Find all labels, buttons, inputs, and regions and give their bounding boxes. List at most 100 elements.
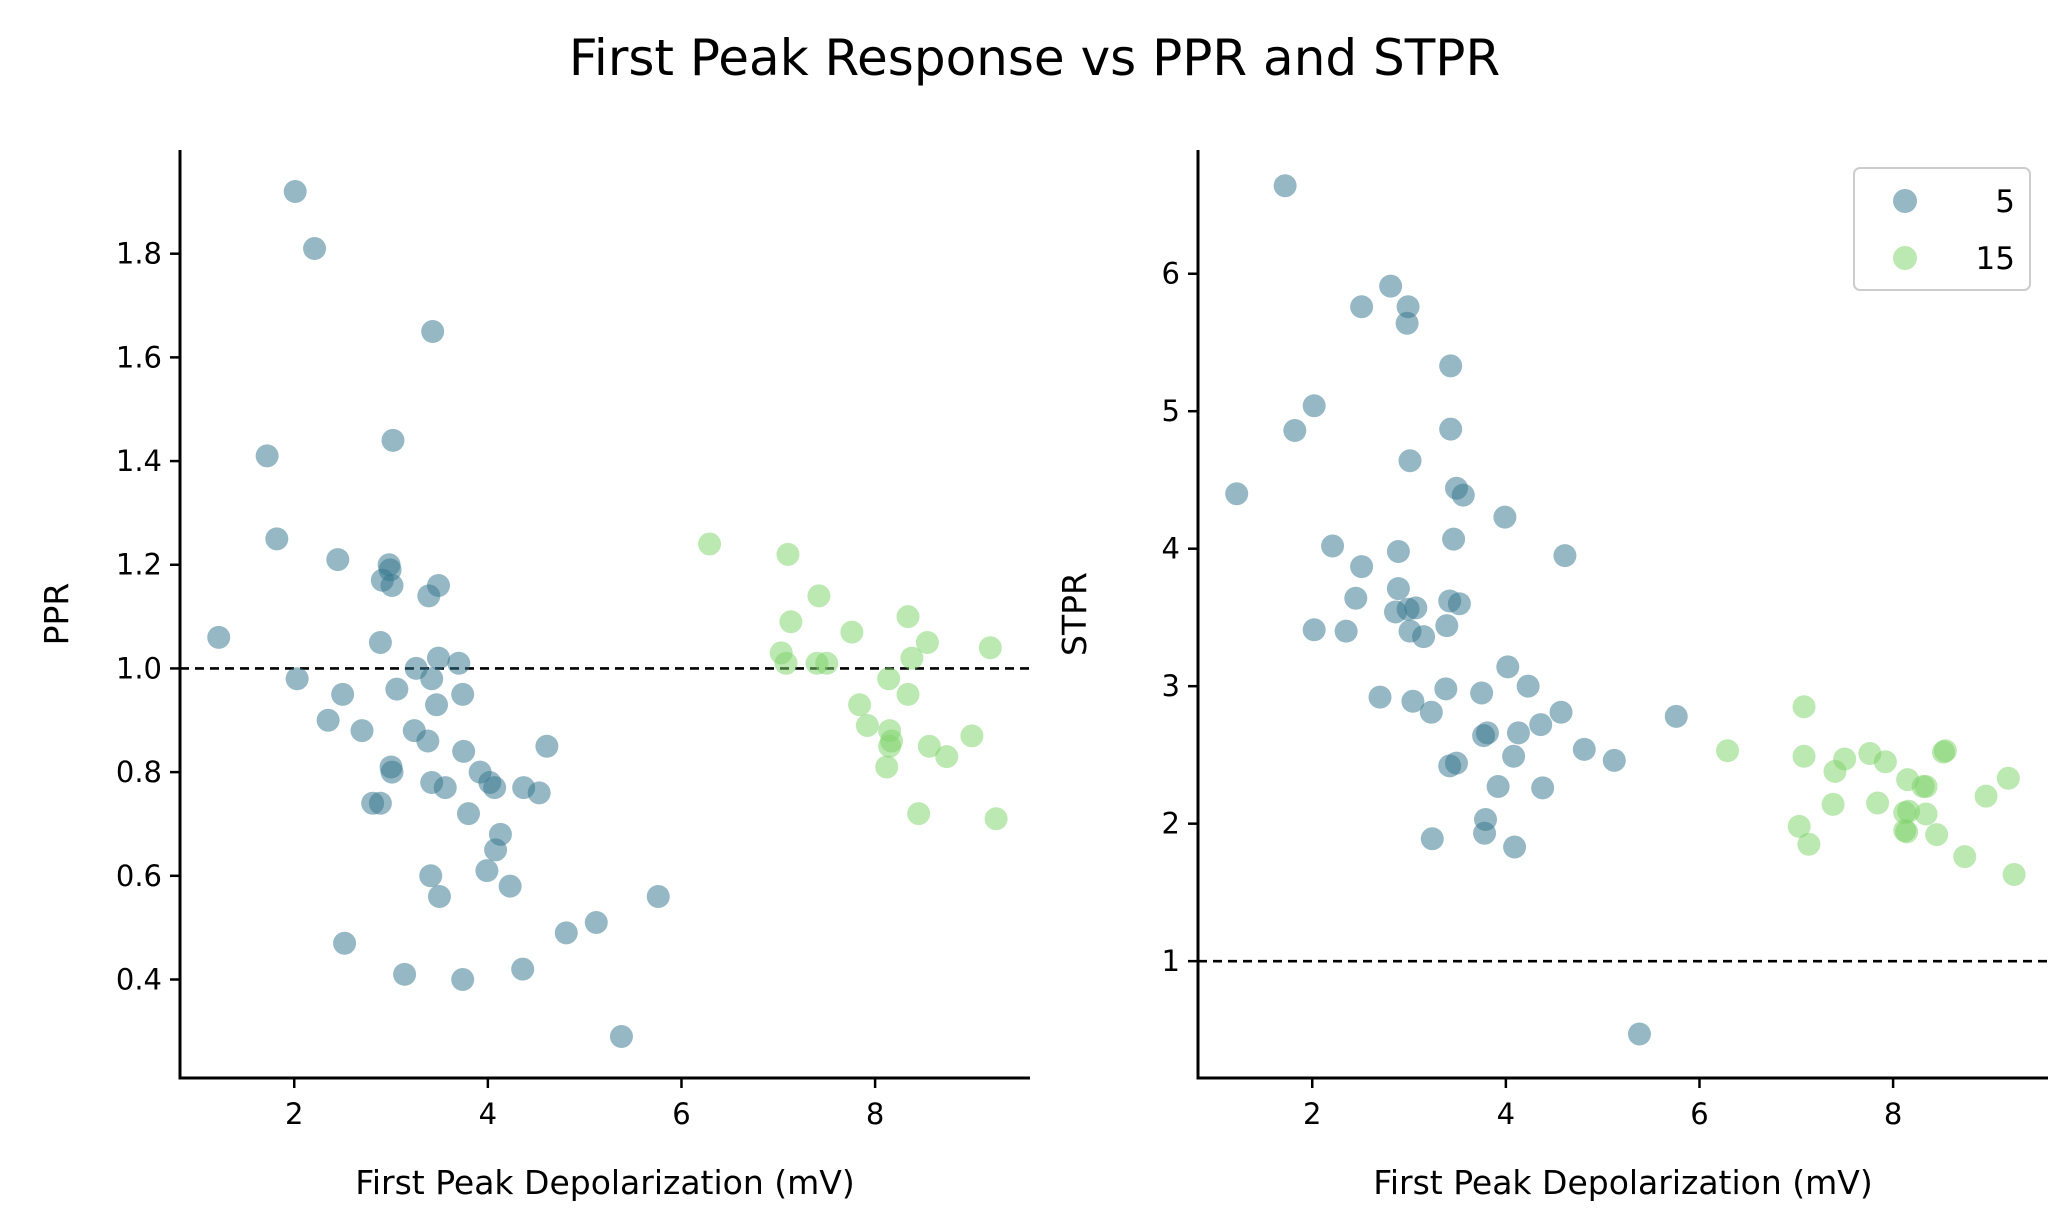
data-point	[1664, 704, 1688, 728]
data-point	[1435, 614, 1459, 638]
data-point	[609, 1025, 633, 1049]
data-point	[484, 838, 508, 862]
data-point	[917, 734, 941, 758]
data-point	[451, 967, 475, 991]
data-point	[1350, 555, 1374, 579]
data-point	[420, 667, 444, 691]
data-point	[316, 708, 340, 732]
data-point	[475, 859, 499, 883]
data-point	[779, 610, 803, 634]
data-point	[1821, 792, 1845, 816]
data-point	[1496, 655, 1520, 679]
data-point	[1572, 737, 1596, 761]
data-point	[1350, 295, 1374, 319]
data-point	[776, 542, 800, 566]
data-point	[2002, 863, 2026, 887]
data-point	[1419, 700, 1443, 724]
data-point	[907, 802, 931, 826]
data-point	[1502, 744, 1526, 768]
data-point	[361, 791, 385, 815]
data-point	[855, 713, 879, 737]
data-point	[1797, 832, 1821, 856]
data-point	[1283, 418, 1307, 442]
data-point	[1344, 586, 1368, 610]
data-point	[840, 620, 864, 644]
legend: 5 15	[1853, 167, 2031, 291]
data-point	[1442, 527, 1466, 551]
data-point	[1395, 311, 1419, 335]
data-point	[584, 910, 608, 934]
data-point	[1866, 791, 1890, 815]
x-tick-label: 4	[479, 1097, 497, 1131]
data-point	[285, 667, 309, 691]
legend-marker-5	[1893, 189, 1917, 213]
ppr-panel: 2 4 6 8 0.4 0.6 0.8 1.0 1.2 1.4 1.6 1.8 First Peak D…	[37, 150, 1030, 1202]
data-point	[1531, 776, 1555, 800]
data-point	[1225, 482, 1249, 506]
y-tick-label: 0.8	[116, 755, 162, 789]
data-point	[1931, 740, 1955, 764]
x-tick-label: 8	[1884, 1097, 1902, 1131]
data-point	[960, 724, 984, 748]
data-point	[350, 719, 374, 743]
series-5	[207, 179, 670, 1049]
data-point	[1953, 845, 1977, 869]
data-point	[333, 931, 357, 955]
data-point	[896, 605, 920, 629]
data-point	[451, 682, 475, 706]
data-point	[1893, 801, 1917, 825]
data-point	[255, 444, 279, 468]
data-point	[1925, 823, 1949, 847]
y-tick-label: 6	[1162, 257, 1180, 291]
data-point	[896, 682, 920, 706]
data-point	[877, 667, 901, 691]
x-axis-label: First Peak Depolarization (mV)	[1373, 1163, 1872, 1202]
data-point	[380, 573, 404, 597]
data-point	[900, 646, 924, 670]
y-tick-label: 1	[1162, 944, 1180, 978]
data-point	[878, 734, 902, 758]
data-point	[527, 781, 551, 805]
x-tick-label: 4	[1497, 1097, 1515, 1131]
data-point	[447, 651, 471, 675]
y-tick-label: 1.6	[116, 340, 162, 374]
data-point	[1823, 759, 1847, 783]
data-point	[425, 693, 449, 717]
data-point	[1553, 544, 1577, 568]
data-point	[303, 237, 327, 261]
legend-label-5: 5	[1995, 184, 2015, 220]
data-point	[984, 807, 1008, 831]
data-point	[815, 651, 839, 675]
data-point	[1434, 677, 1458, 701]
data-point	[1334, 619, 1358, 643]
figure-title: First Peak Response vs PPR and STPR	[568, 29, 1501, 87]
data-point	[1273, 174, 1297, 198]
data-point	[426, 646, 450, 670]
y-tick-label: 3	[1162, 669, 1180, 703]
data-point	[483, 776, 507, 800]
data-point	[511, 957, 535, 981]
data-point	[1472, 724, 1496, 748]
data-point	[1549, 700, 1573, 724]
y-tick-label: 1.0	[116, 651, 162, 685]
y-axis-label: STPR	[1055, 572, 1094, 656]
data-point	[421, 319, 445, 343]
data-point	[1302, 394, 1326, 418]
data-point	[1412, 625, 1436, 649]
data-point	[698, 532, 722, 556]
stpr-panel: 2 4 6 8 1 2 3 4 5 6 First Peak Depolarization (mV)…	[1055, 150, 2048, 1202]
data-point	[381, 428, 405, 452]
data-point	[978, 636, 1002, 660]
data-point	[1787, 814, 1811, 838]
data-point	[416, 729, 440, 753]
data-point	[380, 760, 404, 784]
series-5	[1225, 174, 1688, 1046]
data-point	[456, 802, 480, 826]
data-point	[1398, 449, 1422, 473]
data-point	[1895, 820, 1919, 844]
x-tick-label: 8	[866, 1097, 884, 1131]
data-point	[1401, 689, 1425, 713]
y-tick-label: 1.8	[116, 237, 162, 271]
data-point	[875, 755, 899, 779]
